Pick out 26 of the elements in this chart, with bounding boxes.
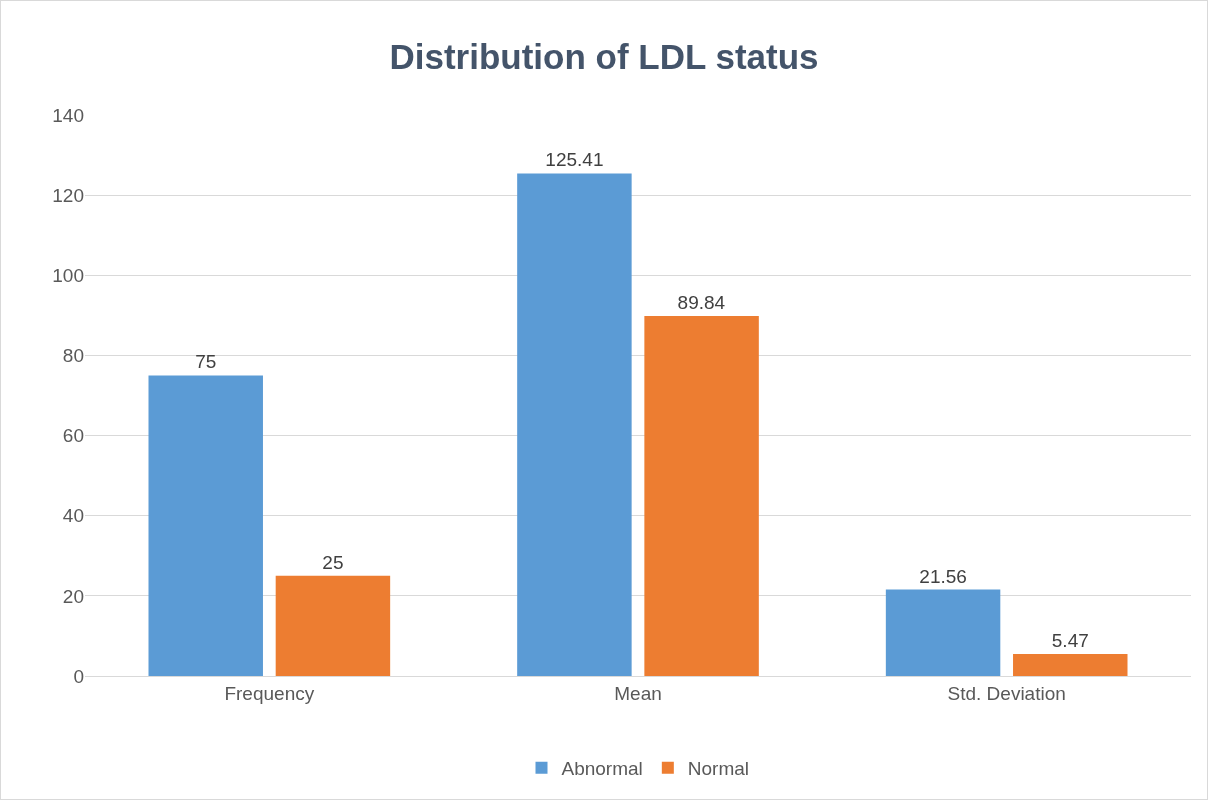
bar — [148, 375, 263, 676]
legend-label: Normal — [687, 758, 750, 780]
data-label: 89.84 — [677, 292, 726, 313]
bar — [885, 589, 1001, 676]
y-tick-label: 80 — [62, 345, 84, 367]
x-tick-label: Frequency — [224, 682, 315, 704]
data-label: 21.56 — [919, 565, 967, 587]
y-tick-label: 0 — [73, 665, 84, 687]
y-tick-label: 120 — [52, 184, 84, 206]
y-tick-label: 60 — [62, 425, 84, 447]
legend-label: Abnormal — [561, 758, 643, 780]
data-label: 75 — [195, 351, 217, 373]
data-label: 5.47 — [1051, 630, 1089, 652]
x-tick-label: Mean — [614, 682, 662, 704]
bar — [275, 575, 391, 676]
chart-title: Distribution of LDL status — [389, 37, 819, 77]
bar — [517, 173, 632, 676]
x-tick-label: Std. Deviation — [947, 682, 1066, 704]
bar — [1013, 654, 1128, 676]
y-tick-label: 100 — [52, 264, 84, 286]
y-tick-label: 40 — [62, 505, 84, 527]
bar — [644, 316, 759, 676]
y-tick-label: 20 — [62, 585, 84, 607]
y-tick-label: 140 — [52, 104, 84, 126]
data-label: 25 — [322, 551, 344, 573]
data-label: 125.41 — [545, 149, 604, 171]
